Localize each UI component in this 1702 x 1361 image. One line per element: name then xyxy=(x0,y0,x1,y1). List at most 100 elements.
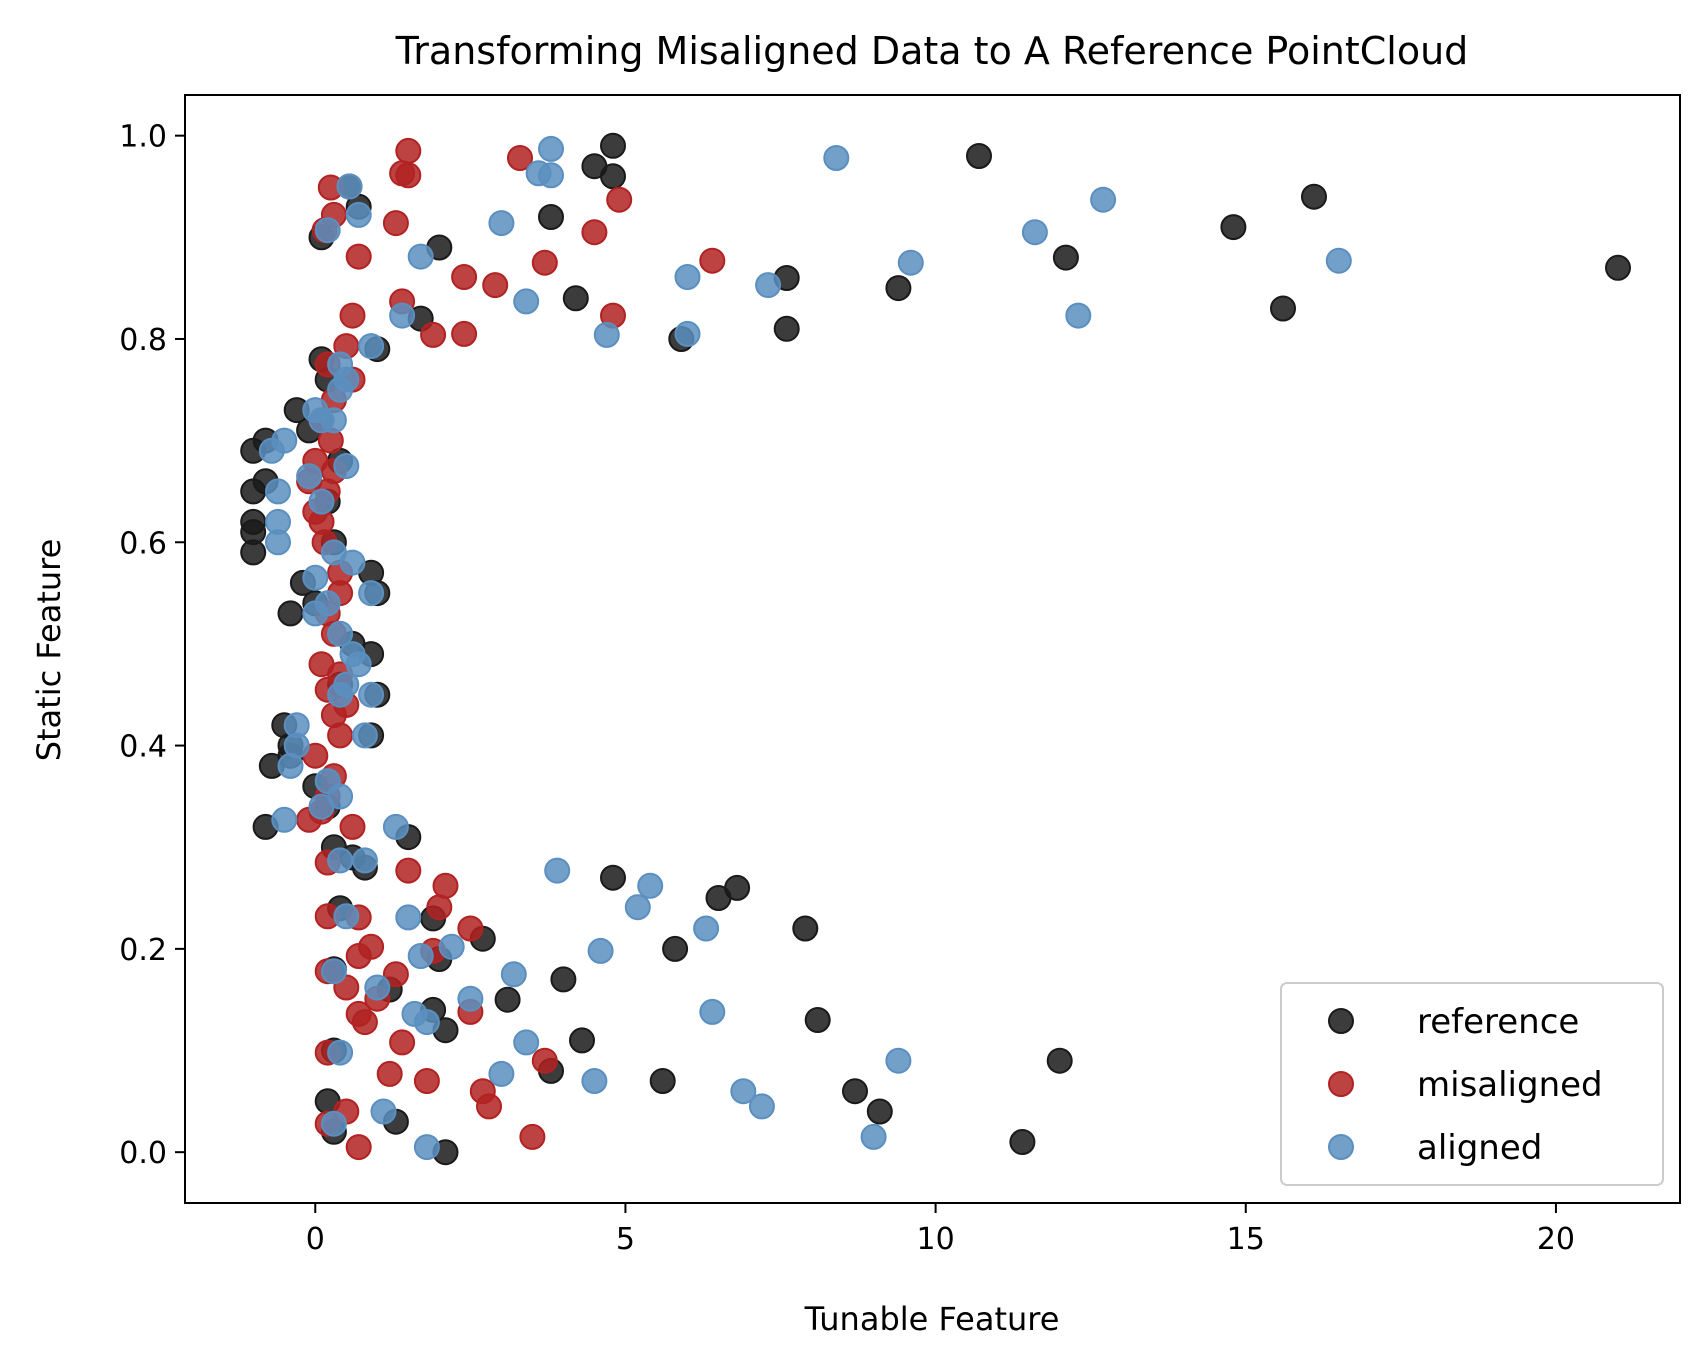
point-aligned xyxy=(407,243,434,270)
point-aligned xyxy=(364,974,391,1001)
point-misaligned xyxy=(345,243,372,270)
point-aligned xyxy=(538,162,564,189)
legend-marker-misaligned xyxy=(1328,1071,1354,1097)
point-misaligned xyxy=(606,186,633,213)
point-reference xyxy=(773,315,800,342)
point-misaligned xyxy=(519,1123,546,1150)
point-misaligned xyxy=(426,894,453,921)
point-aligned xyxy=(370,1098,397,1125)
point-aligned xyxy=(730,1078,757,1105)
point-misaligned xyxy=(451,320,478,347)
plot-area xyxy=(184,94,1681,1204)
point-reference xyxy=(1301,183,1327,210)
point-aligned xyxy=(587,937,614,964)
point-reference xyxy=(1046,1047,1073,1074)
x-tick-label: 0 xyxy=(306,1222,325,1257)
point-aligned xyxy=(1065,302,1092,329)
point-reference xyxy=(240,539,267,566)
legend-label-reference: reference xyxy=(1417,1002,1579,1042)
point-misaligned xyxy=(395,857,422,884)
point-misaligned xyxy=(531,1047,558,1074)
point-misaligned xyxy=(339,302,366,329)
point-reference xyxy=(966,143,992,169)
y-tick-label: 0.6 xyxy=(119,526,167,561)
x-tick-label: 15 xyxy=(1227,1222,1265,1257)
y-tick-label: 0.0 xyxy=(119,1136,167,1171)
point-aligned xyxy=(457,985,484,1012)
point-misaligned xyxy=(432,872,459,899)
point-aligned xyxy=(885,1047,912,1074)
point-aligned xyxy=(327,681,354,708)
point-aligned xyxy=(336,173,363,200)
point-aligned xyxy=(308,793,335,820)
point-misaligned xyxy=(395,137,422,164)
point-aligned xyxy=(674,264,701,290)
point-aligned xyxy=(265,529,291,556)
x-tick-label: 10 xyxy=(917,1222,955,1257)
x-axis-label: Tunable Feature xyxy=(804,1300,1060,1338)
x-tick-label: 20 xyxy=(1537,1222,1575,1257)
point-aligned xyxy=(327,1039,354,1066)
point-aligned xyxy=(413,1134,440,1161)
point-misaligned xyxy=(699,247,726,274)
point-aligned xyxy=(624,894,651,921)
point-reference xyxy=(649,1068,676,1094)
x-axis-ticks: 0 5 10 15 20 xyxy=(306,1203,1575,1257)
point-aligned xyxy=(1021,219,1048,246)
legend-marker-reference xyxy=(1328,1008,1354,1034)
point-aligned xyxy=(699,998,726,1025)
point-misaligned xyxy=(345,943,372,969)
point-aligned xyxy=(488,1060,515,1087)
point-aligned xyxy=(265,478,291,505)
point-reference xyxy=(885,275,912,302)
point-misaligned xyxy=(382,961,409,988)
point-aligned xyxy=(637,872,664,899)
point-aligned xyxy=(513,1029,540,1056)
legend-box xyxy=(1280,982,1664,1186)
point-reference xyxy=(550,966,577,993)
x-tick-label: 5 xyxy=(616,1222,635,1257)
point-misaligned xyxy=(395,162,422,189)
point-aligned xyxy=(333,903,360,930)
point-aligned xyxy=(513,288,540,315)
point-reference xyxy=(1009,1129,1036,1155)
point-aligned xyxy=(351,847,378,874)
point-misaligned xyxy=(389,1029,416,1056)
point-reference xyxy=(1220,214,1247,241)
point-aligned xyxy=(314,590,341,617)
point-misaligned xyxy=(351,1009,378,1036)
point-aligned xyxy=(320,958,347,985)
point-aligned xyxy=(358,580,385,607)
point-reference xyxy=(804,1007,831,1033)
point-misaligned xyxy=(531,249,558,276)
y-axis-label: Static Feature xyxy=(30,539,68,762)
legend-label-aligned: aligned xyxy=(1417,1128,1542,1168)
point-aligned xyxy=(345,651,372,678)
point-reference xyxy=(842,1078,868,1105)
point-aligned xyxy=(488,210,515,237)
point-reference xyxy=(600,163,626,190)
point-misaligned xyxy=(382,210,409,237)
point-aligned xyxy=(327,847,354,874)
point-aligned xyxy=(593,321,620,348)
point-aligned xyxy=(1325,247,1352,274)
point-aligned xyxy=(320,407,347,434)
point-aligned xyxy=(308,488,335,515)
point-reference xyxy=(792,915,819,942)
series-aligned xyxy=(258,135,1352,1161)
point-reference xyxy=(538,204,564,230)
point-aligned xyxy=(544,857,571,884)
point-reference xyxy=(277,600,304,627)
point-aligned xyxy=(302,564,329,591)
point-aligned xyxy=(438,933,465,960)
point-aligned xyxy=(382,813,409,840)
point-aligned xyxy=(277,752,304,779)
point-misaligned xyxy=(420,321,447,348)
point-reference xyxy=(866,1098,893,1125)
point-aligned xyxy=(693,915,720,942)
point-aligned xyxy=(389,302,416,329)
chart-title: Transforming Misaligned Data to A Refere… xyxy=(395,29,1469,73)
point-misaligned xyxy=(413,1068,440,1094)
point-misaligned xyxy=(507,145,533,171)
point-aligned xyxy=(327,620,354,647)
